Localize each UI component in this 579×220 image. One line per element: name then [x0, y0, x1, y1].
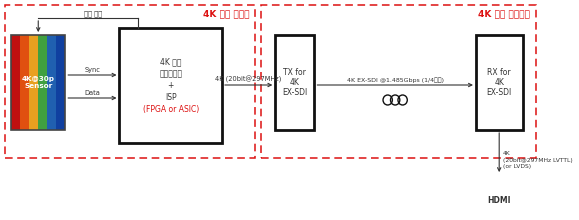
- Text: 4K
(20bit@297MHz LVTTL)
(or LVDS): 4K (20bit@297MHz LVTTL) (or LVDS): [503, 151, 573, 169]
- Text: HDMI: HDMI: [488, 196, 511, 205]
- Text: 센서 제어: 센서 제어: [84, 10, 102, 17]
- Bar: [56, 35, 65, 130]
- Text: 4K: 4K: [494, 78, 504, 87]
- Bar: [476, 35, 522, 130]
- Text: TX for: TX for: [283, 68, 306, 77]
- Bar: [11, 35, 20, 130]
- Text: RX for: RX for: [488, 68, 511, 77]
- Text: 4K 센서: 4K 센서: [160, 57, 181, 66]
- Text: +: +: [167, 81, 174, 90]
- Bar: [11, 35, 65, 130]
- Text: 4K EX-SDI @1.485Gbps (1/4압축): 4K EX-SDI @1.485Gbps (1/4압축): [347, 77, 444, 83]
- Text: EX-SDI: EX-SDI: [486, 88, 512, 97]
- Text: 4K 영상 송수신부: 4K 영상 송수신부: [478, 9, 530, 18]
- Bar: [261, 5, 536, 158]
- Text: (FPGA or ASIC): (FPGA or ASIC): [142, 105, 199, 114]
- Bar: [38, 35, 47, 130]
- Text: 4K: 4K: [290, 78, 300, 87]
- Bar: [5, 5, 255, 158]
- Bar: [275, 35, 314, 130]
- Text: 4K@30p
Sensor: 4K@30p Sensor: [22, 76, 55, 89]
- Text: ISP: ISP: [165, 93, 177, 102]
- Text: Sync: Sync: [85, 67, 100, 73]
- Bar: [47, 35, 56, 130]
- Bar: [20, 35, 29, 130]
- Text: 4K (20bit@297MHz): 4K (20bit@297MHz): [215, 76, 282, 83]
- Bar: [29, 35, 38, 130]
- Text: EX-SDI: EX-SDI: [282, 88, 307, 97]
- Text: Data: Data: [85, 90, 100, 96]
- Bar: [119, 28, 222, 143]
- Text: 인터페이스: 인터페이스: [159, 69, 182, 78]
- Text: 4K 영상 생성부: 4K 영상 생성부: [203, 9, 249, 18]
